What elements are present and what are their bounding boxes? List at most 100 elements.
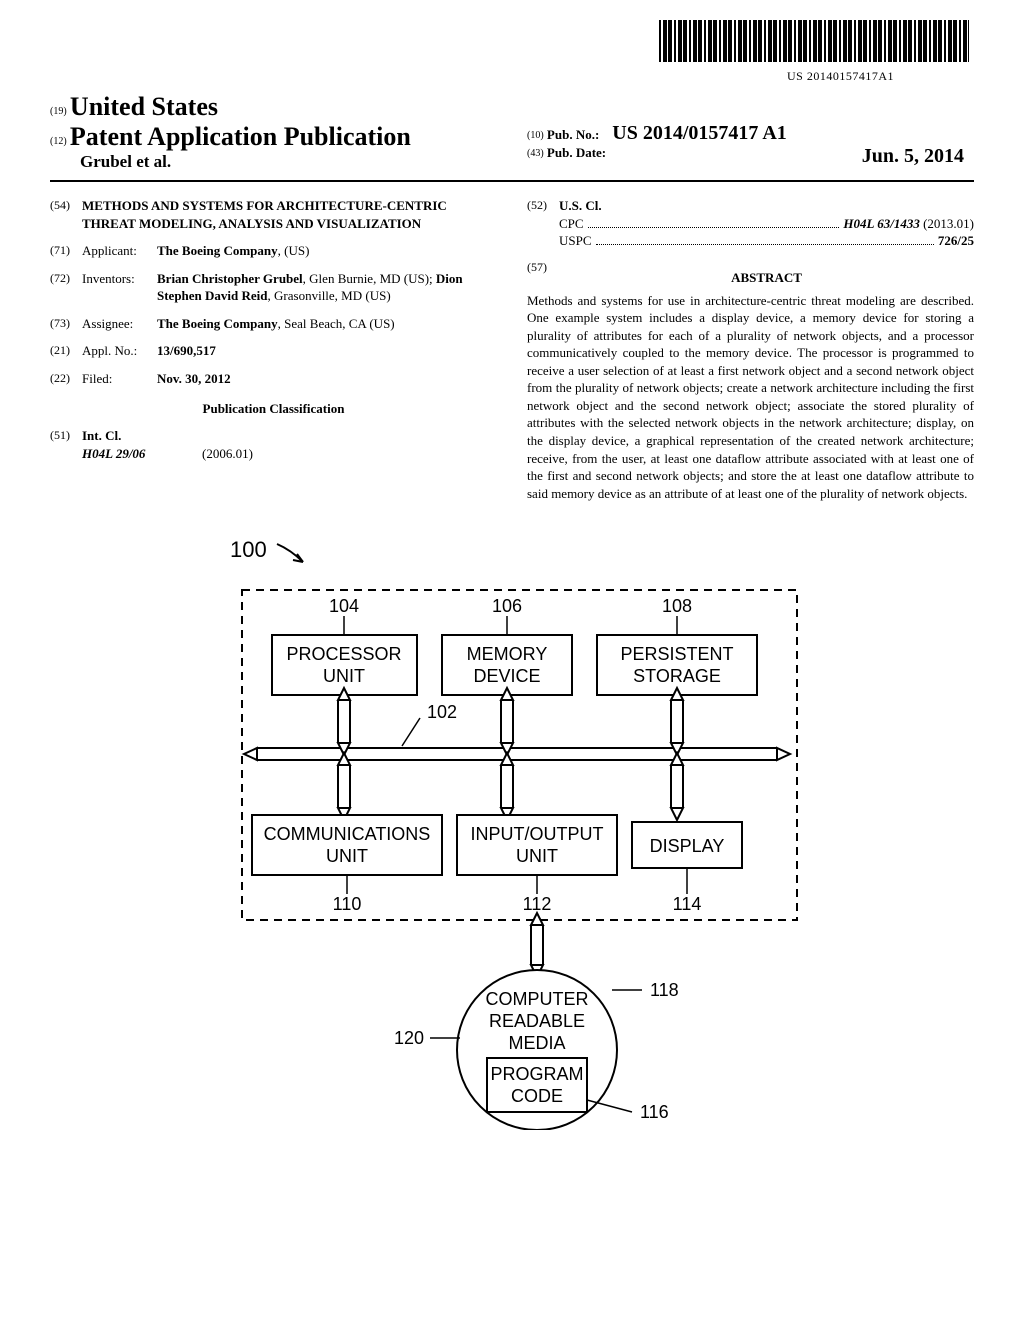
pers-label2: STORAGE	[633, 666, 721, 686]
ref-116: 116	[640, 1102, 669, 1122]
pubdate: Jun. 5, 2014	[862, 145, 964, 168]
intcl-label: Int. Cl.	[82, 428, 121, 443]
io-label1: INPUT/OUTPUT	[471, 824, 604, 844]
filed-body: Nov. 30, 2012	[157, 370, 497, 388]
abstract-heading: ABSTRACT	[559, 270, 974, 286]
intcl-body: Int. Cl. H04L 29/06 (2006.01)	[82, 427, 497, 462]
pubno-code: (10)	[527, 130, 544, 141]
assignee-code: (73)	[50, 315, 82, 333]
country: United States	[70, 92, 218, 121]
inventors-body: Brian Christopher Grubel, Glen Burnie, M…	[157, 270, 497, 305]
ref-120: 120	[394, 1028, 424, 1048]
pubdate-code: (43)	[527, 148, 544, 159]
header-right: (10) Pub. No.: US 2014/0157417 A1 (43) P…	[497, 92, 974, 168]
applno: 13/690,517	[157, 343, 216, 358]
cpc-label: CPC	[559, 215, 584, 233]
applicant-field: (71) Applicant: The Boeing Company, (US)	[50, 242, 497, 260]
cpc-code: H04L 63/1433	[843, 216, 919, 231]
invention-title: METHODS AND SYSTEMS FOR ARCHITECTURE-CEN…	[82, 197, 497, 232]
pers-label1: PERSISTENT	[620, 644, 733, 664]
intcl-row: H04L 29/06 (2006.01)	[82, 445, 497, 463]
diagram: 100 PROCESSOR UNIT MEMORY DEVICE PERSIST…	[50, 537, 974, 1130]
header-divider	[50, 180, 974, 182]
conn-proc-bus	[338, 688, 350, 755]
title-code: (54)	[50, 197, 82, 232]
barcode-region: US 20140157417A1	[50, 20, 974, 84]
applicant-label: Applicant:	[82, 242, 157, 260]
prog-label2: CODE	[511, 1086, 563, 1106]
disp-label: DISPLAY	[650, 836, 725, 856]
authors: Grubel et al.	[80, 152, 497, 172]
header-left: (19) United States (12) Patent Applicati…	[50, 92, 497, 172]
pubtype-code: (12)	[50, 136, 67, 147]
pubno: US 2014/0157417 A1	[612, 122, 786, 144]
uspc-label: USPC	[559, 232, 592, 250]
pubclass-heading: Publication Classification	[50, 401, 497, 417]
conn-io-media	[531, 913, 543, 977]
country-code: (19)	[50, 106, 67, 117]
pubdate-line: (43) Pub. Date: Jun. 5, 2014	[527, 145, 974, 161]
inventors-label: Inventors:	[82, 270, 157, 305]
fig-ref-arrow	[273, 540, 313, 565]
assignee-loc: , Seal Beach, CA (US)	[278, 316, 395, 331]
barcode-text: US 20140157417A1	[50, 69, 894, 84]
applno-body: 13/690,517	[157, 342, 497, 360]
pub-type-line: (12) Patent Application Publication	[50, 122, 497, 152]
pubno-label: Pub. No.:	[547, 127, 599, 142]
country-line: (19) United States	[50, 92, 497, 122]
ref-104: 104	[329, 596, 359, 616]
prog-label1: PROGRAM	[490, 1064, 583, 1084]
media-label2: READABLE	[489, 1011, 585, 1031]
header: (19) United States (12) Patent Applicati…	[50, 92, 974, 172]
mem-label2: DEVICE	[473, 666, 540, 686]
inventor2-loc: , Grasonville, MD (US)	[268, 288, 391, 303]
assignee-field: (73) Assignee: The Boeing Company, Seal …	[50, 315, 497, 333]
uscl-body: U.S. Cl. CPC H04L 63/1433 (2013.01) USPC…	[559, 197, 974, 250]
inventors-field: (72) Inventors: Brian Christopher Grubel…	[50, 270, 497, 305]
pub-type: Patent Application Publication	[70, 122, 411, 151]
inventor1: Brian Christopher Grubel	[157, 271, 303, 286]
assignee-label: Assignee:	[82, 315, 157, 333]
media-label3: MEDIA	[508, 1033, 565, 1053]
inventor1-loc: , Glen Burnie, MD (US);	[303, 271, 436, 286]
cpc-year: (2013.01)	[920, 216, 974, 231]
applicant-loc: , (US)	[278, 243, 310, 258]
applno-code: (21)	[50, 342, 82, 360]
proc-label1: PROCESSOR	[286, 644, 401, 664]
conn-bus-io	[501, 753, 513, 820]
assignee-name: The Boeing Company	[157, 316, 278, 331]
comm-label2: UNIT	[326, 846, 368, 866]
applicant-name: The Boeing Company	[157, 243, 278, 258]
uscl-code: (52)	[527, 197, 559, 250]
system-diagram: PROCESSOR UNIT MEMORY DEVICE PERSISTENT …	[202, 560, 822, 1130]
abstract-code: (57)	[527, 260, 559, 292]
conn-mem-bus	[501, 688, 513, 755]
uscl-field: (52) U.S. Cl. CPC H04L 63/1433 (2013.01)…	[527, 197, 974, 250]
right-column: (52) U.S. Cl. CPC H04L 63/1433 (2013.01)…	[527, 197, 974, 502]
comm-label1: COMMUNICATIONS	[264, 824, 431, 844]
ref-102: 102	[427, 702, 457, 722]
uspc-dots	[596, 244, 934, 245]
assignee-body: The Boeing Company, Seal Beach, CA (US)	[157, 315, 497, 333]
intcl-field: (51) Int. Cl. H04L 29/06 (2006.01)	[50, 427, 497, 462]
abstract-text: Methods and systems for use in architect…	[527, 292, 974, 503]
proc-label2: UNIT	[323, 666, 365, 686]
media-label1: COMPUTER	[486, 989, 589, 1009]
ref-108: 108	[662, 596, 692, 616]
applno-field: (21) Appl. No.: 13/690,517	[50, 342, 497, 360]
intcl-code: (51)	[50, 427, 82, 462]
fig-ref-text: 100	[230, 537, 267, 562]
applicant-body: The Boeing Company, (US)	[157, 242, 497, 260]
inventors-code: (72)	[50, 270, 82, 305]
filed-field: (22) Filed: Nov. 30, 2012	[50, 370, 497, 388]
filed-label: Filed:	[82, 370, 157, 388]
intcl-val: H04L 29/06	[82, 445, 202, 463]
ref-114: 114	[673, 894, 702, 914]
lead-102	[402, 718, 420, 746]
intcl-year: (2006.01)	[202, 445, 253, 463]
bus	[244, 748, 790, 760]
filed-code: (22)	[50, 370, 82, 388]
conn-pers-bus	[671, 688, 683, 755]
cpc-dots	[588, 227, 840, 228]
title-field: (54) METHODS AND SYSTEMS FOR ARCHITECTUR…	[50, 197, 497, 232]
